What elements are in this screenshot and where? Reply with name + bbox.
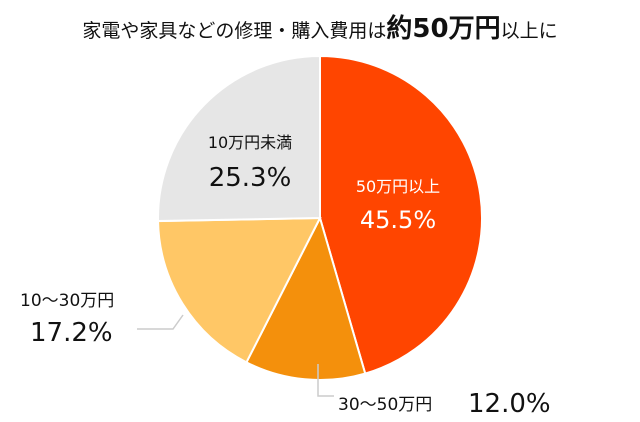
slice-label-30-50man: 30〜50万円 xyxy=(338,395,432,415)
leader-lines xyxy=(137,314,334,397)
slice-over-50man xyxy=(319,54,484,375)
slice-under-10man xyxy=(157,54,321,223)
title-suffix: 以上に xyxy=(500,20,558,42)
slice-label-under-10man: 10万円未満 xyxy=(208,133,292,152)
pie-slices xyxy=(157,54,484,381)
chart-title: 家電や家具などの修理・購入費用は約50万円以上に xyxy=(0,8,640,45)
slice-label-10-30man: 10〜30万円 xyxy=(20,291,114,311)
slice-30-50man xyxy=(245,215,367,381)
leader-line-10-30man xyxy=(137,314,184,330)
title-prefix: 家電や家具などの修理・購入費用は xyxy=(82,20,387,42)
slice-value-under-10man: 25.3% xyxy=(209,163,292,193)
slice-value-10-30man: 17.2% xyxy=(30,318,113,348)
slice-label-over-50man: 50万円以上 xyxy=(356,177,440,196)
leader-line-30-50man xyxy=(317,364,334,397)
slice-value-30-50man: 12.0% xyxy=(468,389,551,419)
slice-10-30man xyxy=(157,216,322,364)
title-highlight: 約50万円 xyxy=(386,14,501,44)
slice-value-over-50man: 45.5% xyxy=(360,206,436,234)
